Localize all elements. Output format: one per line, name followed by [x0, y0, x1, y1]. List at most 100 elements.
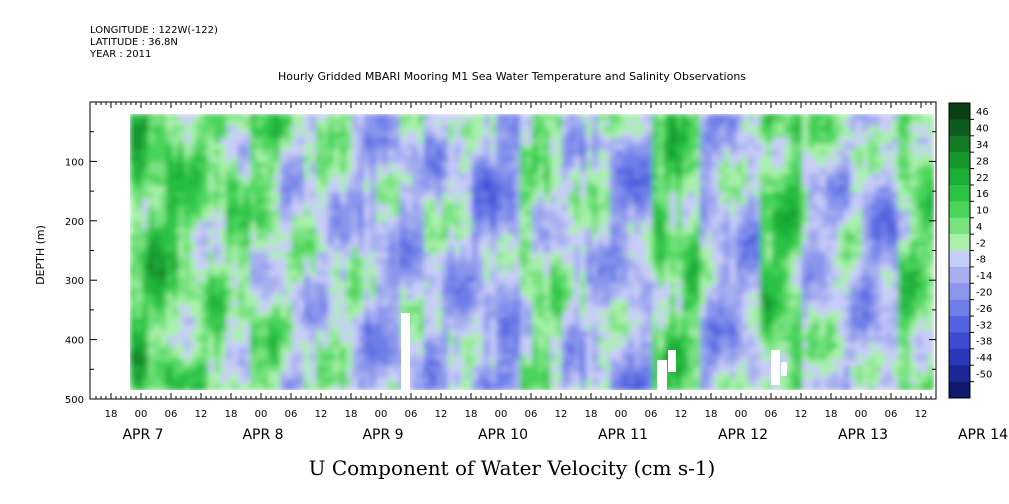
heatmap-cell: [628, 191, 635, 199]
heatmap-cell: [748, 119, 755, 127]
heatmap-cell: [292, 300, 299, 307]
heatmap-cell: [694, 221, 701, 229]
heatmap-cell: [628, 312, 635, 319]
heatmap-cell: [664, 330, 671, 337]
heatmap-cell: [628, 282, 635, 289]
heatmap-cell: [460, 179, 467, 187]
heatmap-cell: [184, 119, 191, 127]
heatmap-cell: [274, 119, 281, 127]
heatmap-cell: [220, 233, 227, 241]
heatmap-cell: [706, 245, 713, 253]
heatmap-cell: [694, 227, 701, 235]
heatmap-cell: [718, 354, 725, 361]
heatmap-cell: [148, 197, 155, 205]
heatmap-cell: [382, 179, 389, 187]
heatmap-cell: [196, 360, 203, 367]
heatmap-cell: [592, 167, 599, 175]
heatmap-cell: [658, 173, 665, 181]
heatmap-cell: [250, 227, 257, 235]
heatmap-cell: [676, 276, 683, 283]
heatmap-cell: [190, 251, 197, 259]
heatmap-cell: [364, 384, 371, 390]
heatmap-cell: [754, 227, 761, 235]
heatmap-cell: [598, 324, 605, 331]
heatmap-cell: [676, 203, 683, 211]
heatmap-cell: [388, 294, 395, 301]
heatmap-cell: [592, 360, 599, 367]
heatmap-cell: [322, 155, 329, 163]
heatmap-cell: [358, 191, 365, 199]
heatmap-cell: [430, 227, 437, 235]
heatmap-cell: [508, 185, 515, 193]
heatmap-cell: [532, 300, 539, 307]
heatmap-cell: [202, 263, 209, 271]
heatmap-cell: [148, 245, 155, 253]
heatmap-cell: [160, 155, 167, 163]
heatmap-cell: [568, 155, 575, 163]
heatmap-cell: [760, 245, 767, 253]
heatmap-cell: [172, 131, 179, 139]
heatmap-cell: [244, 257, 251, 265]
heatmap-cell: [232, 282, 239, 289]
heatmap-cell: [172, 239, 179, 247]
heatmap-cell: [340, 257, 347, 265]
heatmap-cell: [676, 330, 683, 337]
heatmap-cell: [382, 336, 389, 343]
heatmap-cell: [598, 300, 605, 307]
heatmap-cell: [520, 288, 527, 295]
heatmap-cell: [196, 269, 203, 277]
heatmap-cell: [358, 348, 365, 355]
heatmap-cell: [436, 276, 443, 283]
heatmap-cell: [616, 197, 623, 205]
heatmap-cell: [298, 179, 305, 187]
heatmap-cell: [724, 119, 731, 127]
heatmap-cell: [766, 161, 773, 169]
heatmap-cell: [340, 215, 347, 223]
heatmap-cell: [430, 312, 437, 319]
heatmap-cell: [592, 354, 599, 361]
heatmap-cell: [736, 149, 743, 157]
heatmap-cell: [538, 149, 545, 157]
heatmap-cell: [622, 282, 629, 289]
heatmap-cell: [376, 119, 383, 127]
heatmap-cell: [592, 239, 599, 247]
heatmap-cell: [346, 167, 353, 175]
heatmap-cell: [760, 239, 767, 247]
heatmap-cell: [748, 179, 755, 187]
heatmap-cell: [244, 167, 251, 175]
heatmap-cell: [454, 131, 461, 139]
heatmap-cell: [562, 342, 569, 349]
heatmap-cell: [334, 233, 341, 241]
heatmap-cell: [496, 257, 503, 265]
heatmap-cell: [694, 269, 701, 277]
heatmap-cell: [238, 324, 245, 331]
heatmap-cell: [436, 360, 443, 367]
heatmap-cell: [418, 378, 425, 385]
heatmap-cell: [160, 221, 167, 229]
heatmap-cell: [514, 276, 521, 283]
heatmap-cell: [706, 342, 713, 349]
heatmap-cell: [208, 227, 215, 235]
heatmap-cell: [610, 372, 617, 379]
heatmap-cell: [298, 197, 305, 205]
heatmap-cell: [268, 143, 275, 151]
heatmap-cell: [754, 179, 761, 187]
heatmap-cell: [316, 215, 323, 223]
heatmap-cell: [256, 300, 263, 307]
heatmap-cell: [136, 366, 143, 373]
heatmap-cell: [220, 114, 227, 121]
heatmap-cell: [274, 239, 281, 247]
heatmap-cell: [424, 269, 431, 277]
heatmap-cell: [178, 185, 185, 193]
heatmap-cell: [664, 372, 671, 379]
heatmap-cell: [376, 239, 383, 247]
heatmap-cell: [460, 324, 467, 331]
heatmap-cell: [316, 119, 323, 127]
heatmap-cell: [760, 276, 767, 283]
heatmap-cell: [742, 221, 749, 229]
heatmap-cell: [550, 288, 557, 295]
heatmap-cell: [604, 348, 611, 355]
heatmap-cell: [466, 378, 473, 385]
heatmap-cell: [598, 215, 605, 223]
heatmap-cell: [760, 143, 767, 151]
